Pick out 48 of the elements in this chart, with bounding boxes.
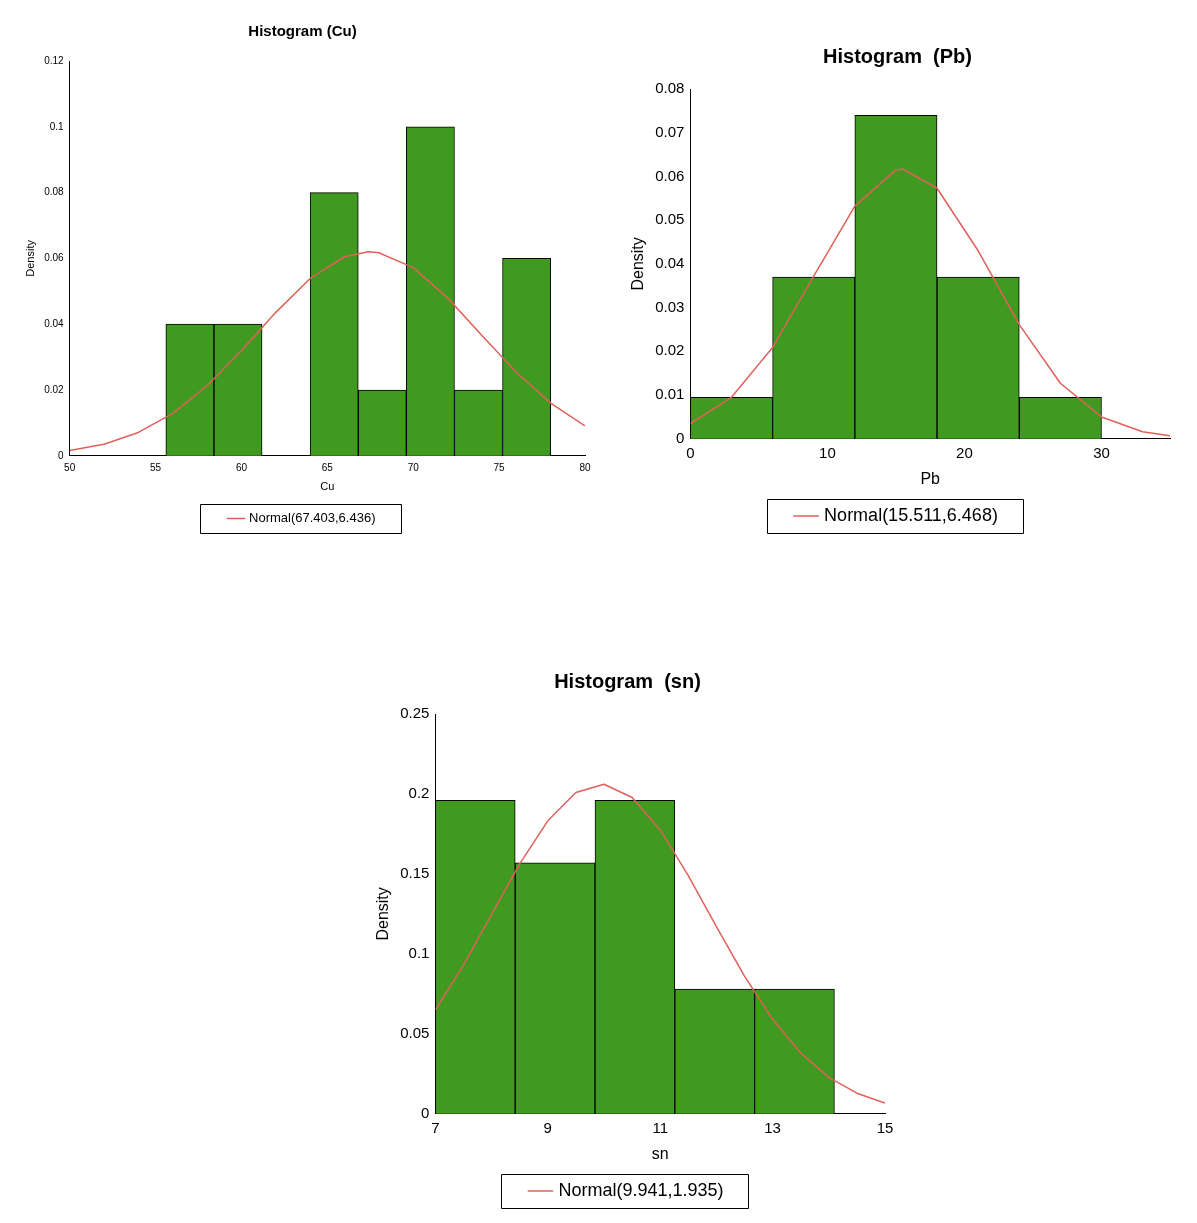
y-tick-label: 0.02 [44, 383, 65, 395]
x-tick-label: 30 [1093, 443, 1110, 461]
y-tick-label: 0.02 [655, 341, 685, 359]
y-tick-label: 0.25 [400, 704, 430, 722]
x-tick-label: 55 [149, 461, 162, 473]
y-tick-label: 0.07 [655, 122, 685, 140]
y-tick-label: 0 [676, 428, 685, 446]
y-axis-title: Density [629, 237, 647, 291]
y-tick-label: 0.01 [655, 385, 685, 403]
x-tick-label: 11 [652, 1118, 668, 1136]
y-tick-label: 0.08 [44, 186, 65, 198]
y-axis-title: Density [374, 887, 392, 941]
legend-label: Normal(15.511,6.468) [824, 504, 998, 525]
legend-label: Normal(67.403,6.436) [249, 510, 376, 526]
x-tick-label: 50 [64, 461, 76, 473]
y-tick-label: 0.05 [400, 1023, 430, 1041]
y-tick-label: 0.06 [44, 252, 65, 264]
y-tick-label: 0.06 [655, 166, 685, 184]
x-tick-label: 80 [579, 461, 591, 473]
y-tick-label: 0.04 [44, 317, 65, 329]
x-tick-label: 65 [321, 461, 334, 473]
x-axis-title: sn [651, 1144, 669, 1162]
y-tick-label: 0.2 [408, 784, 430, 802]
x-axis-title: Cu [320, 480, 335, 493]
x-tick-label: 13 [764, 1118, 781, 1136]
x-tick-label: 7 [431, 1118, 440, 1136]
y-tick-label: 0.12 [44, 54, 65, 66]
y-tick-label: 0.08 [655, 79, 685, 97]
x-tick-label: 60 [235, 461, 248, 473]
chart-title: Histogram (sn) [554, 669, 701, 692]
x-axis-title: Pb [920, 469, 941, 487]
legend-label: Normal(9.941,1.935) [558, 1179, 724, 1200]
y-tick-label: 0.1 [408, 944, 430, 962]
y-tick-label: 0.04 [655, 254, 685, 272]
x-tick-label: 9 [543, 1118, 552, 1136]
y-tick-label: 0 [421, 1103, 430, 1121]
y-tick-label: 0.1 [49, 120, 65, 132]
x-tick-label: 20 [956, 443, 973, 461]
y-axis-title: Density [23, 239, 36, 277]
x-tick-label: 10 [819, 443, 836, 461]
x-tick-label: 75 [493, 461, 506, 473]
chart-title: Histogram (Cu) [248, 22, 357, 40]
x-tick-label: 15 [876, 1118, 894, 1136]
chart-title: Histogram (Pb) [823, 44, 972, 67]
x-tick-label: 70 [407, 461, 420, 473]
y-tick-label: 0.03 [655, 297, 685, 315]
y-tick-label: 0.05 [655, 210, 685, 228]
y-tick-label: 0.15 [400, 864, 430, 882]
